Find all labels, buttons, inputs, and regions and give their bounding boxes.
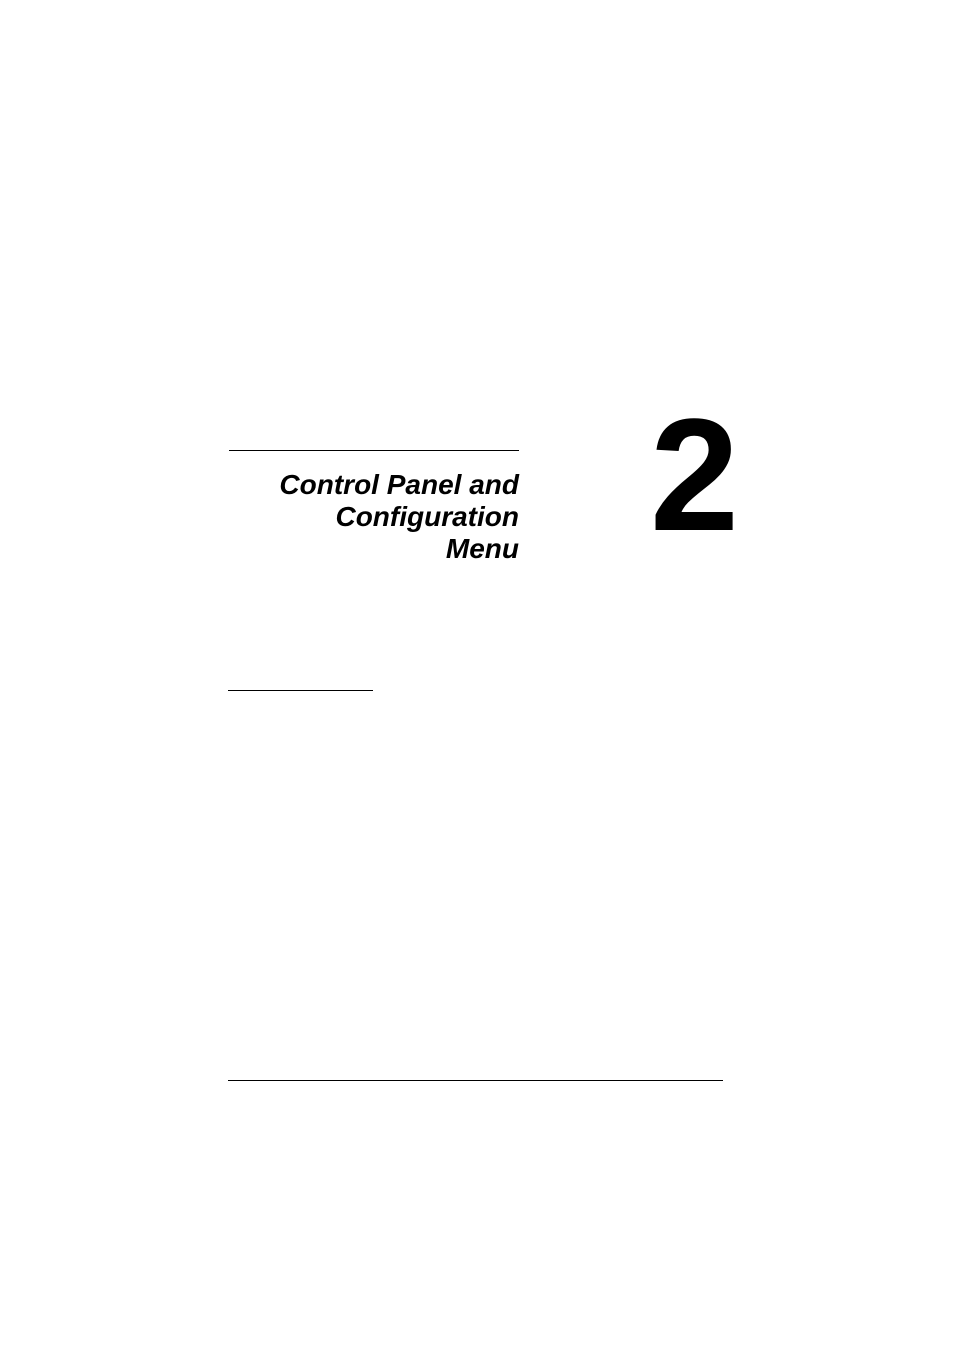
chapter-title-line3: Menu [446, 533, 519, 564]
chapter-number: 2 [650, 395, 739, 555]
page-container: 2 Control Panel and Configuration Menu [0, 0, 954, 1350]
chapter-title-line1: Control Panel and [279, 469, 519, 500]
title-top-rule [229, 450, 519, 451]
chapter-title: Control Panel and Configuration Menu [229, 469, 519, 566]
decorative-rule [228, 690, 373, 691]
chapter-title-line2: Configuration [335, 501, 519, 532]
footer-rule [228, 1080, 723, 1081]
chapter-title-block: Control Panel and Configuration Menu [229, 450, 519, 566]
